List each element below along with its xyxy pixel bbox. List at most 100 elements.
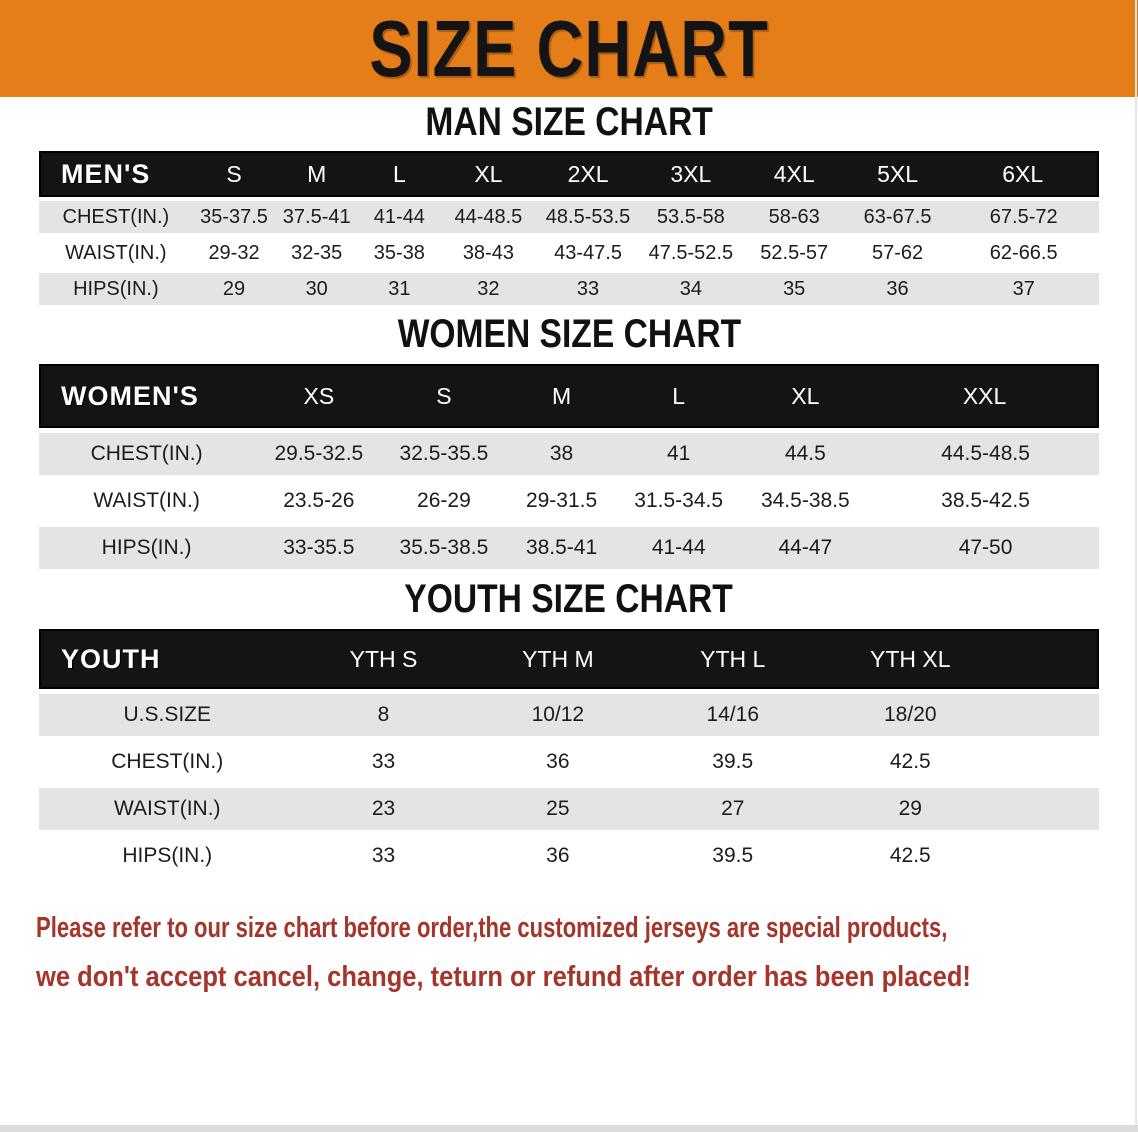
measurement-cell: 29-32 xyxy=(192,237,276,269)
column-header: 5XL xyxy=(846,151,949,197)
measurement-cell: 37.5-41 xyxy=(275,201,359,233)
measurement-cell: 38-43 xyxy=(440,237,537,269)
row-label: CHEST(IN.) xyxy=(39,201,193,233)
measurement-cell: 31 xyxy=(358,273,441,305)
row-label: CHEST(IN.) xyxy=(39,433,255,475)
table-header-row: MEN'S S M L XL 2XL 3XL 4XL 5XL 6XL xyxy=(39,151,1099,197)
women-section-heading-text: WOMEN SIZE CHART xyxy=(397,312,741,356)
measurement-cell: 23 xyxy=(295,788,472,830)
table-row: CHEST(IN.) 35-37.5 37.5-41 41-44 44-48.5 48.5… xyxy=(39,201,1099,233)
column-header: YTH M xyxy=(471,629,645,689)
measurement-cell: 30 xyxy=(275,273,359,305)
measurement-cell: 38 xyxy=(504,433,619,475)
column-header: YTH S xyxy=(295,629,472,689)
measurement-cell: 25 xyxy=(471,788,645,830)
measurement-cell: 42.5 xyxy=(821,741,1000,783)
mens-size-table: MEN'S S M L XL 2XL 3XL 4XL 5XL 6XL CHEST(IN.) 35-37… xyxy=(39,147,1099,309)
measurement-cell: 36 xyxy=(846,273,949,305)
measurement-cell: 33 xyxy=(536,273,640,305)
measurement-cell: 67.5-72 xyxy=(948,201,1099,233)
column-header: XL xyxy=(738,364,873,428)
column-header: 6XL xyxy=(948,151,1099,197)
disclaimer-line-2: we don't accept cancel, change, teturn o… xyxy=(36,961,971,993)
measurement-cell: 29.5-32.5 xyxy=(254,433,384,475)
measurement-cell: 53.5-58 xyxy=(639,201,742,233)
measurement-cell: 32-35 xyxy=(275,237,359,269)
column-header: 4XL xyxy=(741,151,847,197)
table-row: WAIST(IN.) 23 25 27 29 xyxy=(39,788,1099,830)
measurement-cell: 34.5-38.5 xyxy=(738,480,873,522)
table-header-row: WOMEN'S XS S M L XL XXL xyxy=(39,364,1099,428)
measurement-cell: 52.5-57 xyxy=(741,237,847,269)
page-title: SIZE CHART xyxy=(369,3,769,93)
measurement-cell: 39.5 xyxy=(644,741,822,783)
measurement-cell: 57-62 xyxy=(846,237,949,269)
man-section-heading-text: MAN SIZE CHART xyxy=(425,100,713,144)
page-right-edge-strip xyxy=(1135,0,1137,1132)
table-header-row: YOUTH YTH S YTH M YTH L YTH XL xyxy=(39,629,1099,689)
measurement-cell: 29 xyxy=(192,273,276,305)
column-header: S xyxy=(383,364,505,428)
measurement-cell: 47.5-52.5 xyxy=(639,237,742,269)
table-row: CHEST(IN.) 29.5-32.5 32.5-35.5 38 41 44.5 44.5… xyxy=(39,433,1099,475)
row-label: HIPS(IN.) xyxy=(39,273,193,305)
row-spacer-cell xyxy=(999,835,1099,877)
measurement-cell: 36 xyxy=(471,835,645,877)
youth-size-chart-section: YOUTH SIZE CHART YOUTH YTH S YTH M YTH L YTH… xyxy=(0,574,1138,882)
measurement-cell: 38.5-42.5 xyxy=(872,480,1099,522)
women-section-heading: WOMEN SIZE CHART xyxy=(0,309,1138,359)
measurement-cell: 36 xyxy=(471,741,645,783)
youth-section-heading: YOUTH SIZE CHART xyxy=(0,574,1138,624)
measurement-cell: 58-63 xyxy=(741,201,847,233)
measurement-cell: 48.5-53.5 xyxy=(536,201,640,233)
youth-size-table: YOUTH YTH S YTH M YTH L YTH XL U.S.SIZE 8 10/12… xyxy=(39,624,1099,882)
header-spacer-cell xyxy=(999,629,1099,689)
banner: SIZE CHART xyxy=(0,0,1138,97)
measurement-cell: 33 xyxy=(295,741,472,783)
measurement-cell: 33 xyxy=(295,835,472,877)
table-row: CHEST(IN.) 33 36 39.5 42.5 xyxy=(39,741,1099,783)
measurement-cell: 35 xyxy=(741,273,847,305)
measurement-cell: 47-50 xyxy=(872,527,1099,569)
measurement-cell: 41-44 xyxy=(618,527,739,569)
row-spacer-cell xyxy=(999,788,1099,830)
man-size-chart-section: MAN SIZE CHART MEN'S S M L XL 2XL 3XL 4XL 5XL 6XL… xyxy=(0,97,1138,309)
measurement-cell: 29 xyxy=(821,788,1000,830)
row-label: U.S.SIZE xyxy=(39,694,296,736)
man-section-heading: MAN SIZE CHART xyxy=(0,97,1138,147)
row-label: WAIST(IN.) xyxy=(39,480,255,522)
disclaimer-line-1: Please refer to our size chart before or… xyxy=(36,912,948,944)
table-row: U.S.SIZE 8 10/12 14/16 18/20 xyxy=(39,694,1099,736)
table-title-cell: WOMEN'S xyxy=(39,364,255,428)
table-title-cell: MEN'S xyxy=(39,151,193,197)
column-header: YTH L xyxy=(644,629,822,689)
row-spacer-cell xyxy=(999,694,1099,736)
column-header: XS xyxy=(254,364,384,428)
row-label: WAIST(IN.) xyxy=(39,788,296,830)
measurement-cell: 63-67.5 xyxy=(846,201,949,233)
row-label: HIPS(IN.) xyxy=(39,527,255,569)
table-row: HIPS(IN.) 33 36 39.5 42.5 xyxy=(39,835,1099,877)
table-row: WAIST(IN.) 29-32 32-35 35-38 38-43 43-47.5 47.… xyxy=(39,237,1099,269)
measurement-cell: 35-37.5 xyxy=(192,201,276,233)
measurement-cell: 27 xyxy=(644,788,822,830)
measurement-cell: 10/12 xyxy=(471,694,645,736)
measurement-cell: 32 xyxy=(440,273,537,305)
disclaimer-text: Please refer to our size chart before or… xyxy=(0,904,1138,1002)
column-header: 2XL xyxy=(536,151,640,197)
measurement-cell: 35-38 xyxy=(358,237,441,269)
column-header: M xyxy=(504,364,619,428)
measurement-cell: 43-47.5 xyxy=(536,237,640,269)
row-label: HIPS(IN.) xyxy=(39,835,296,877)
measurement-cell: 31.5-34.5 xyxy=(618,480,739,522)
measurement-cell: 29-31.5 xyxy=(504,480,619,522)
row-label: WAIST(IN.) xyxy=(39,237,193,269)
measurement-cell: 41 xyxy=(618,433,739,475)
column-header: L xyxy=(358,151,441,197)
measurement-cell: 35.5-38.5 xyxy=(383,527,505,569)
measurement-cell: 42.5 xyxy=(821,835,1000,877)
table-row: HIPS(IN.) 29 30 31 32 33 34 35 36 37 xyxy=(39,273,1099,305)
measurement-cell: 18/20 xyxy=(821,694,1000,736)
youth-section-heading-text: YOUTH SIZE CHART xyxy=(404,577,734,621)
column-header: L xyxy=(618,364,739,428)
